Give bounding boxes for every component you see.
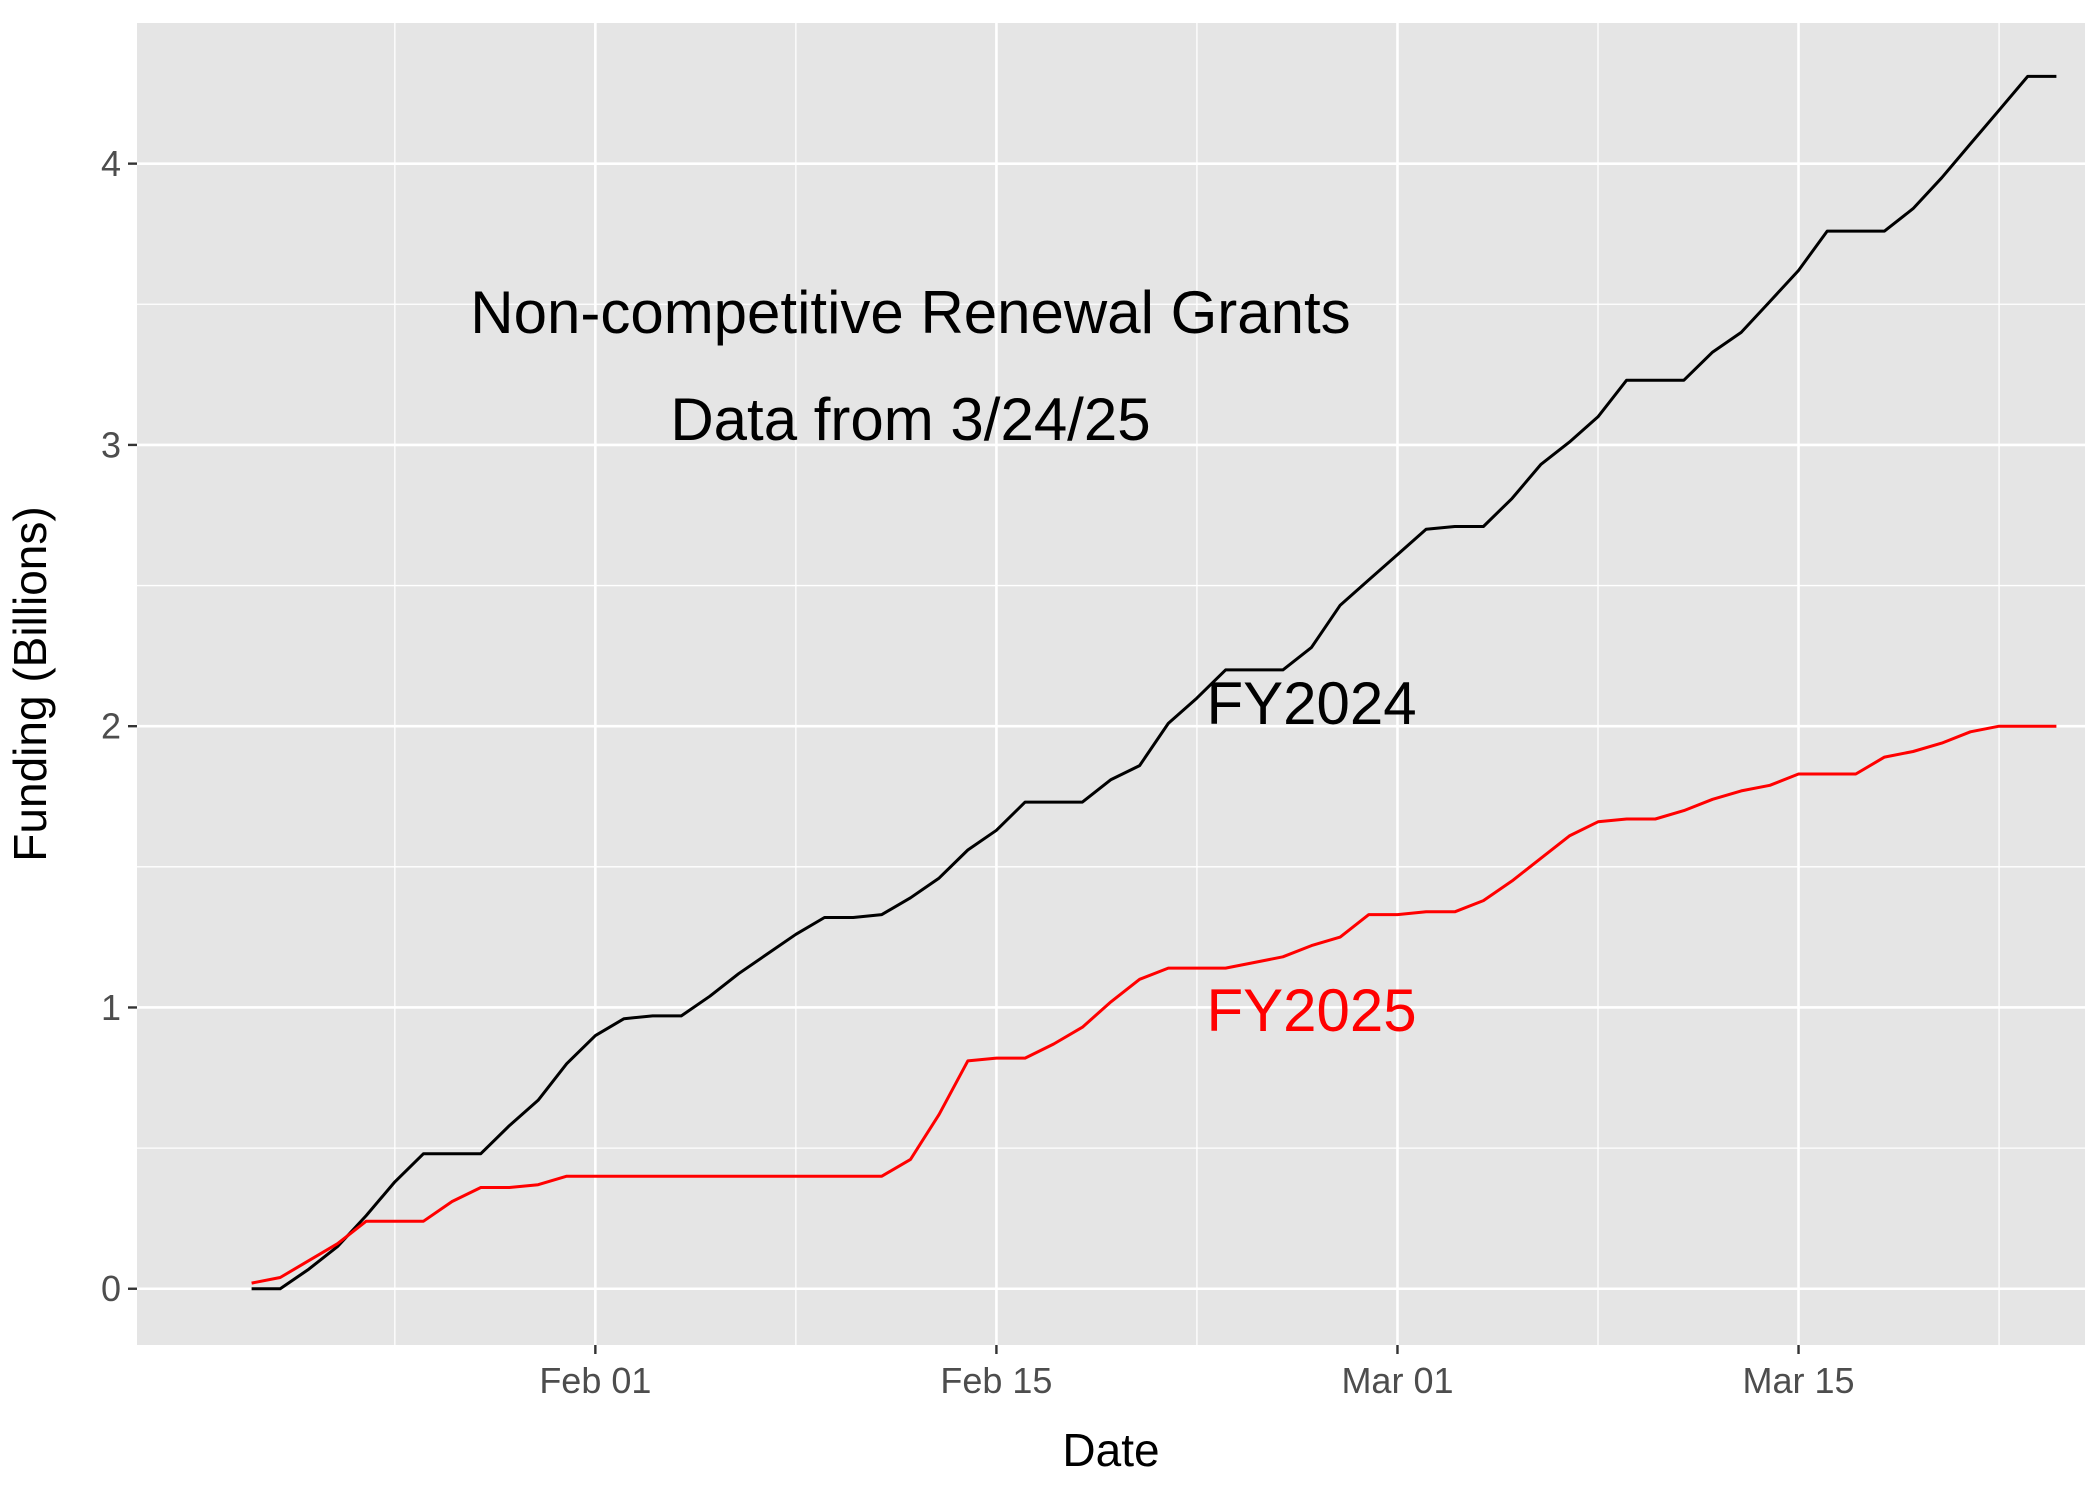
- series-lines: [251, 74, 2057, 1291]
- annotation-4: FY2025: [1206, 977, 1416, 1044]
- x-axis: Feb 01 Feb 15 Mar 01 Mar 15: [539, 1345, 1855, 1401]
- y-tick-label: 1: [101, 987, 121, 1028]
- annotations: Non-competitive Renewal Grants Data from …: [470, 279, 1416, 1044]
- y-tick-label: 2: [101, 706, 121, 747]
- minor-gridlines: [137, 23, 2085, 1345]
- major-gridlines: [137, 23, 2085, 1345]
- annotation-3: FY2024: [1206, 670, 1416, 737]
- series-line-fy2024: [251, 74, 2057, 1291]
- y-tick-label: 3: [101, 424, 121, 465]
- series-line-fy2025: [251, 724, 2057, 1285]
- plot-panel: [137, 23, 2085, 1345]
- x-tick-label: Feb 01: [539, 1360, 651, 1401]
- y-tick-label: 0: [101, 1268, 121, 1309]
- x-tick-label: Mar 01: [1341, 1360, 1453, 1401]
- y-axis: 0 1 2 3 4: [101, 143, 137, 1309]
- annotation-2: Data from 3/24/25: [670, 386, 1150, 453]
- y-axis-title: Funding (Billions): [4, 506, 56, 861]
- y-tick-label: 4: [101, 143, 121, 184]
- x-tick-label: Mar 15: [1743, 1360, 1855, 1401]
- annotation-1: Non-competitive Renewal Grants: [470, 279, 1350, 346]
- x-axis-title: Date: [1062, 1424, 1159, 1476]
- x-tick-label: Feb 15: [940, 1360, 1052, 1401]
